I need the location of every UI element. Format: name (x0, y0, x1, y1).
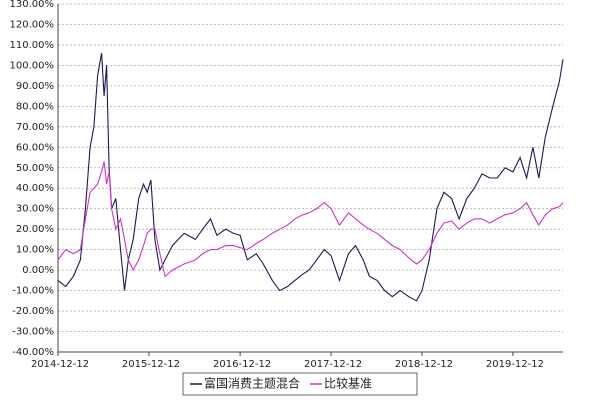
legend-box (182, 372, 418, 396)
series-line (57, 53, 564, 302)
y-tick-label: -40.00% (12, 347, 54, 358)
y-tick-label: -20.00% (12, 306, 54, 317)
y-tick-label: 40.00% (16, 183, 54, 194)
y-tick-label: 50.00% (16, 163, 54, 174)
y-tick-label: 30.00% (16, 204, 54, 215)
y-tick-label: -30.00% (12, 327, 54, 338)
x-tick-label: 2018-12-12 (395, 359, 453, 370)
x-tick-label: 2016-12-12 (213, 359, 271, 370)
x-tick-label: 2017-12-12 (304, 359, 362, 370)
legend-label: 比较基准 (324, 376, 372, 391)
y-tick-label: 120.00% (10, 19, 55, 30)
x-tick-label: 2015-12-12 (122, 359, 180, 370)
series-line (57, 161, 564, 278)
y-tick-label: 80.00% (16, 101, 54, 112)
y-tick-label: 60.00% (16, 142, 54, 153)
legend-label: 富国消费主题混合 (204, 376, 300, 391)
y-tick-label: 130.00% (10, 0, 55, 10)
y-tick-label: 20.00% (16, 224, 54, 235)
y-tick-label: 110.00% (10, 40, 55, 51)
y-tick-label: 90.00% (16, 81, 54, 92)
y-tick-label: 70.00% (16, 122, 54, 133)
y-tick-label: -10.00% (12, 286, 54, 297)
y-tick-label: 10.00% (16, 245, 54, 256)
x-tick-label: 2014-12-12 (31, 359, 89, 370)
y-tick-label: 100.00% (10, 60, 55, 71)
y-tick-label: 0.00% (22, 265, 54, 276)
x-tick-label: 2019-12-12 (486, 359, 544, 370)
